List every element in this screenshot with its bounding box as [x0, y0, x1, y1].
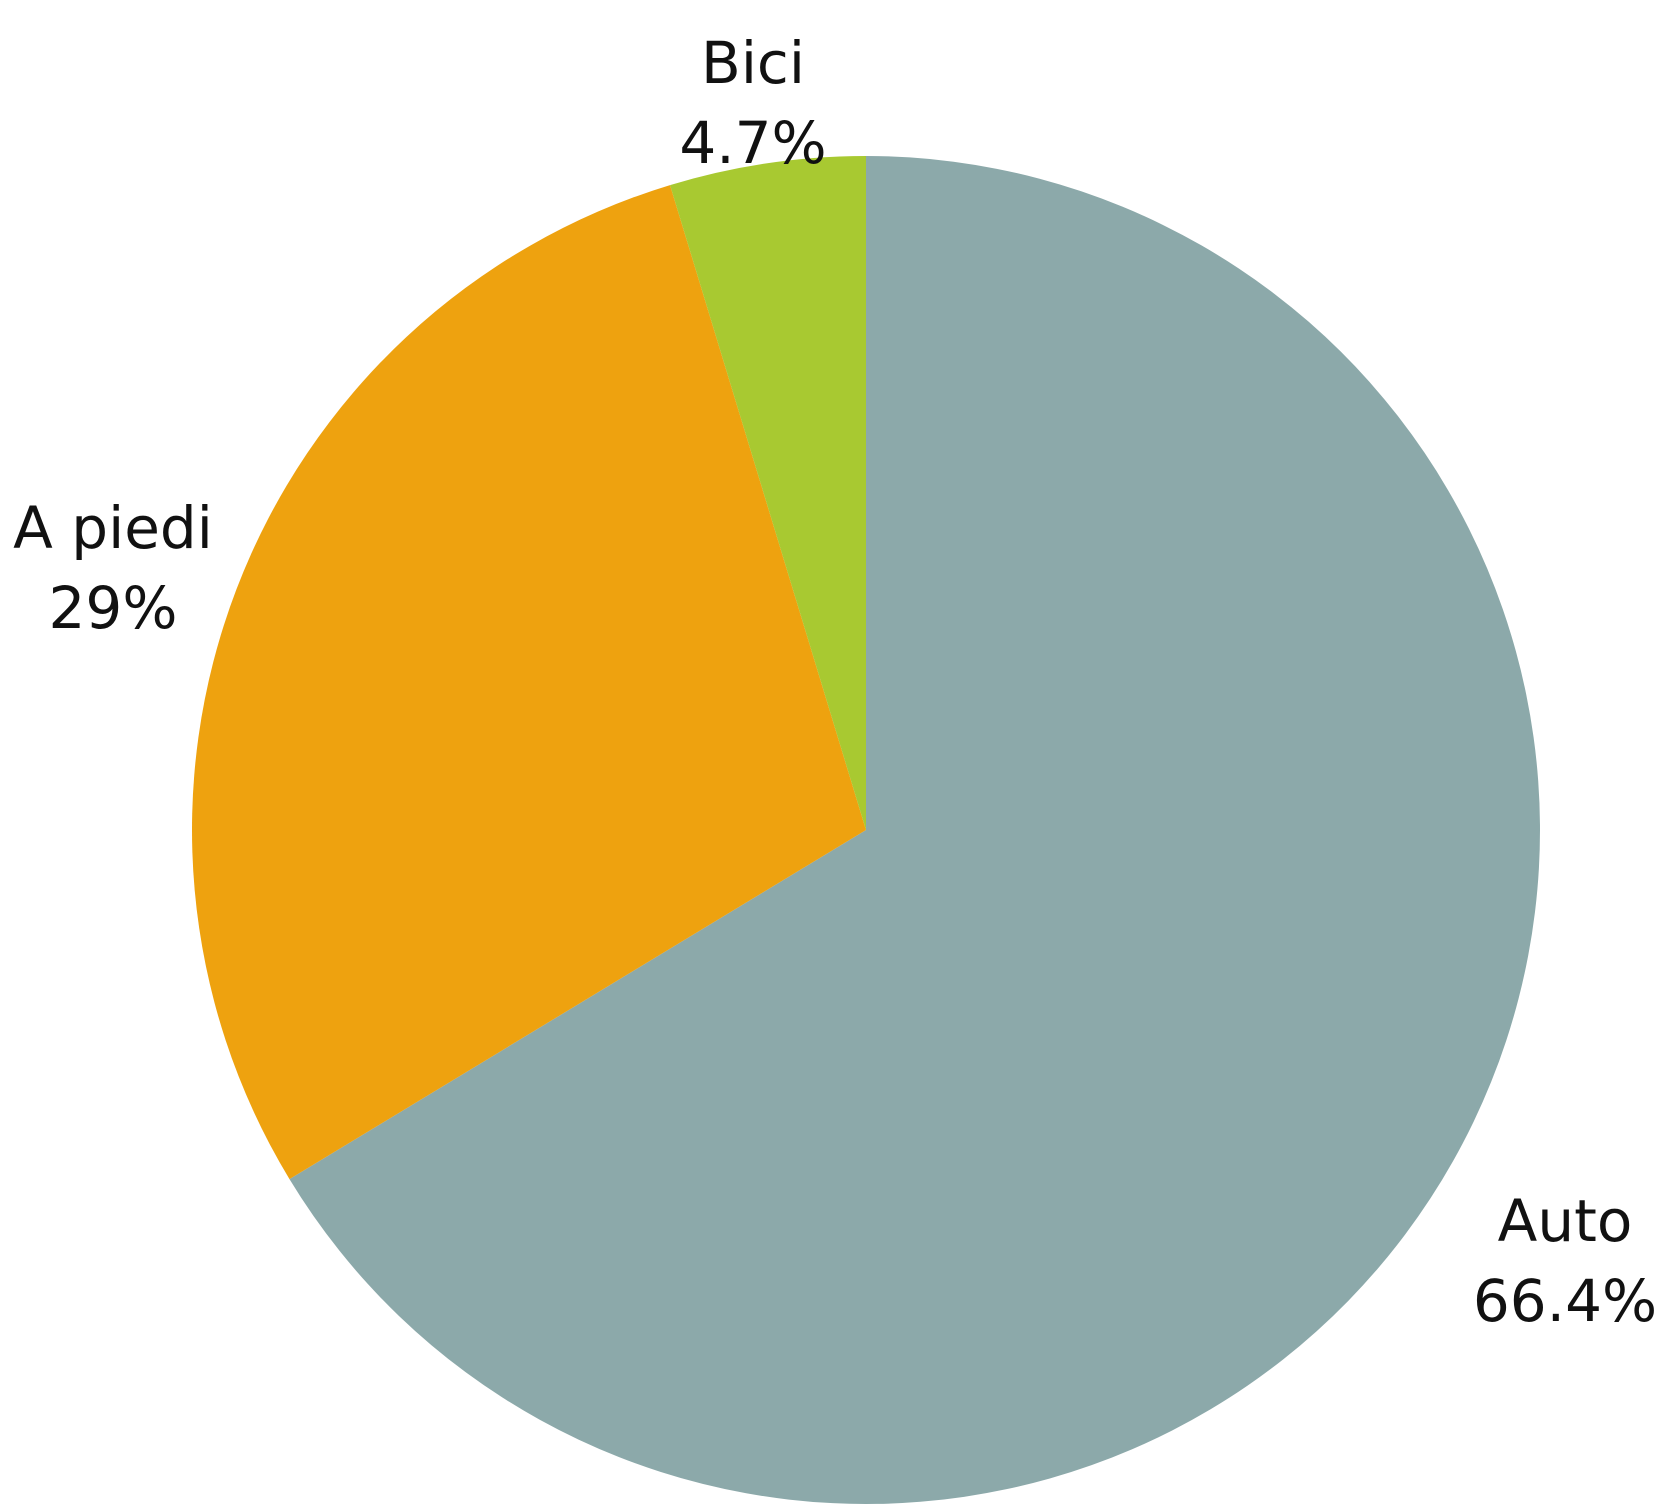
- pie-slices: [191, 156, 1540, 1504]
- slice-label-auto: Auto 66.4%: [1473, 1187, 1656, 1335]
- pie-slice-auto: [289, 156, 1540, 1504]
- slice-name: Auto: [1498, 1187, 1633, 1255]
- slice-value-label: 66.4%: [1473, 1267, 1656, 1335]
- slice-name: A piedi: [13, 494, 213, 562]
- pie-slice-a-piedi: [191, 185, 867, 1180]
- slice-value-label: 29%: [49, 574, 178, 642]
- pie-labels: Auto 66.4% A piedi 29% Bici 4.7%: [13, 29, 1656, 1335]
- pie-slice-bici: [670, 156, 866, 830]
- slice-label-a-piedi: A piedi 29%: [13, 494, 213, 642]
- slice-value-label: 4.7%: [679, 109, 826, 177]
- slice-name: Bici: [701, 29, 805, 97]
- slice-label-bici: Bici 4.7%: [679, 29, 826, 177]
